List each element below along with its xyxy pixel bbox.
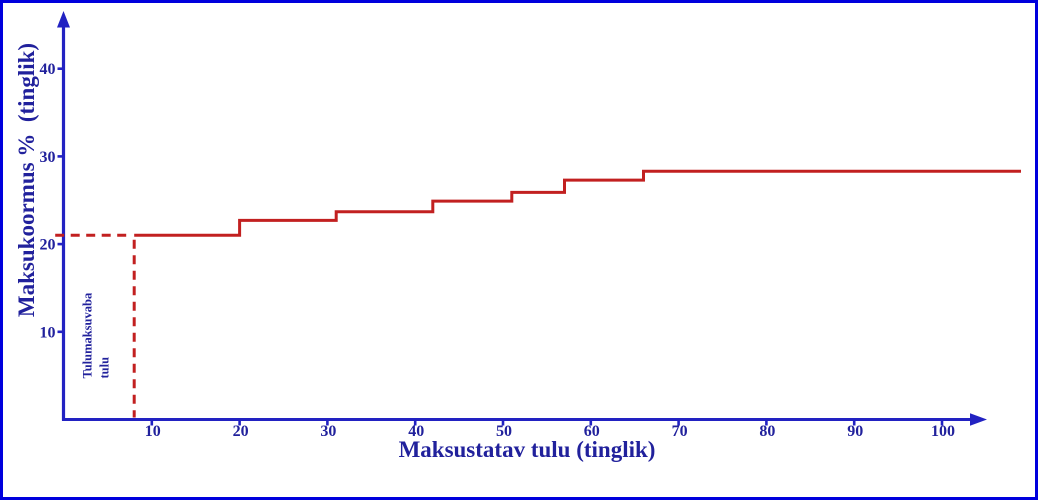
y-tick-label: 30 <box>40 149 56 166</box>
x-tick-label: 60 <box>584 423 600 440</box>
y-tick-label: 40 <box>40 61 56 78</box>
y-axis-arrow-icon <box>57 11 70 28</box>
y-axis-title: Maksukoormus % (tinglik) <box>14 43 39 317</box>
x-tick-label: 90 <box>847 423 863 440</box>
x-tick-label: 80 <box>759 423 775 440</box>
x-axis-title: Maksustatav tulu (tinglik) <box>399 437 656 462</box>
annotation-tax-free-income-line1: Tulumaksuvaba <box>81 292 95 378</box>
chart-canvas: Maksustatav tulu (tinglik) Maksukoormus … <box>14 11 1021 462</box>
x-tick-label: 100 <box>931 423 955 440</box>
x-tick-label: 30 <box>320 423 336 440</box>
x-tick-label: 10 <box>145 423 161 440</box>
x-tick-label: 50 <box>496 423 512 440</box>
x-tick-label: 70 <box>672 423 688 440</box>
annotation-tax-free-income-line2: tulu <box>98 357 112 379</box>
tax-burden-step-line <box>134 169 1021 237</box>
y-tick-label: 20 <box>40 237 56 254</box>
y-tick-label: 10 <box>40 324 56 341</box>
x-tick-label: 20 <box>233 423 249 440</box>
x-tick-label: 40 <box>408 423 424 440</box>
x-axis-arrow-icon <box>970 413 987 426</box>
